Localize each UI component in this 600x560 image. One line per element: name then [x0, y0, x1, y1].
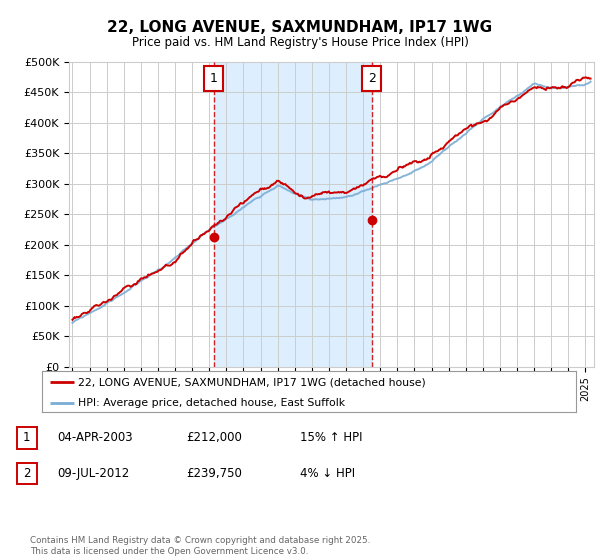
Text: Contains HM Land Registry data © Crown copyright and database right 2025.
This d: Contains HM Land Registry data © Crown c… [30, 536, 370, 556]
Text: £212,000: £212,000 [186, 431, 242, 445]
Text: HPI: Average price, detached house, East Suffolk: HPI: Average price, detached house, East… [79, 398, 346, 408]
FancyBboxPatch shape [204, 67, 223, 91]
Text: 04-APR-2003: 04-APR-2003 [57, 431, 133, 445]
Text: 2: 2 [368, 72, 376, 85]
Text: 4% ↓ HPI: 4% ↓ HPI [300, 466, 355, 480]
Text: 15% ↑ HPI: 15% ↑ HPI [300, 431, 362, 445]
Text: 2: 2 [23, 466, 31, 480]
Text: 22, LONG AVENUE, SAXMUNDHAM, IP17 1WG: 22, LONG AVENUE, SAXMUNDHAM, IP17 1WG [107, 20, 493, 35]
Text: £239,750: £239,750 [186, 466, 242, 480]
Text: 1: 1 [209, 72, 217, 85]
Text: Price paid vs. HM Land Registry's House Price Index (HPI): Price paid vs. HM Land Registry's House … [131, 36, 469, 49]
Text: 09-JUL-2012: 09-JUL-2012 [57, 466, 129, 480]
Bar [214, 62, 371, 367]
Text: 1: 1 [23, 431, 31, 445]
Text: 22, LONG AVENUE, SAXMUNDHAM, IP17 1WG (detached house): 22, LONG AVENUE, SAXMUNDHAM, IP17 1WG (d… [79, 377, 426, 387]
FancyBboxPatch shape [362, 67, 381, 91]
